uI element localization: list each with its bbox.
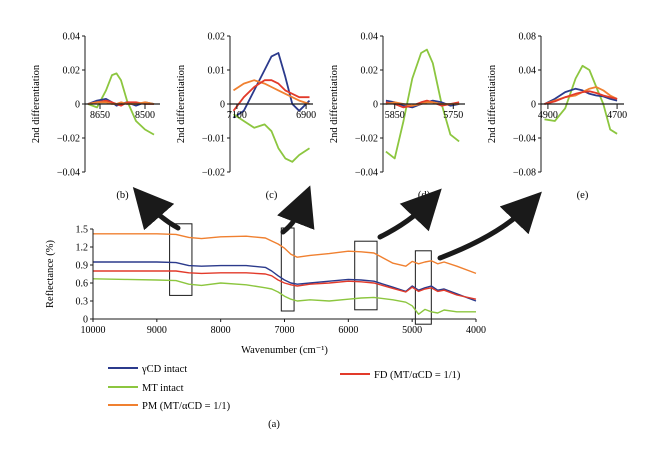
legend-label-mt: MT intact [142,383,184,394]
x-tick-label: 7000 [275,325,295,336]
series-line-gammacd [233,52,311,119]
callout-arrow-b [132,186,181,231]
panel-label: (b) [116,190,129,201]
y-tick-label: 0 [531,100,536,111]
panel-label: (c) [266,190,278,201]
series-line-mt [233,113,310,163]
y-axis-label: 2nd differentiation [176,64,187,143]
y-axis-label: 2nd differentiation [329,64,340,143]
x-tick-label: 8500 [135,110,155,121]
x-axis-label: Wavenumber (cm⁻¹) [241,345,328,356]
legend-label-gammacd: γCD intact [141,364,187,375]
series-line-fd [544,90,618,105]
series-line-pm [87,101,155,105]
legend: γCD intact MT intact PM (MT/αCD = 1/1) F… [108,364,461,412]
y-tick-label: −0.04 [513,134,536,145]
y-tick-label: 0 [373,100,378,111]
y-tick-label: 1.5 [76,225,89,236]
y-tick-label: 0.02 [208,32,226,43]
y-tick-label: −0.02 [202,168,225,179]
y-axis-label: 2nd differentiation [487,64,498,143]
panel-a: 0 0.3 0.6 0.9 1.2 1.5 10000 9000 8000 7000 6000 500… [45,223,486,356]
highlight-box [169,223,193,296]
x-tick-label: 6900 [296,110,316,121]
callout-arrows [132,185,542,261]
y-tick-label: 0.04 [63,32,81,43]
x-tick-label: 4700 [607,110,627,121]
x-tick-label: 5000 [402,325,422,336]
y-tick-label: 0.6 [76,279,89,290]
series-line-mt [92,278,476,315]
x-tick-label: 5750 [443,110,463,121]
y-tick-label: −0.04 [57,168,80,179]
callout-arrow-c [277,185,315,235]
y-tick-label: 0 [75,100,80,111]
legend-label-pm: PM (MT/αCD = 1/1) [142,401,231,412]
x-tick-label: 4900 [538,110,558,121]
series-line-mt [385,48,460,160]
x-tick-label: 7100 [227,110,247,121]
y-tick-label: 0.3 [76,297,89,308]
panel-label-a: (a) [268,419,280,430]
x-tick-label: 5850 [385,110,405,121]
y-tick-label: 0.02 [63,66,81,77]
y-tick-label: 0.02 [361,66,379,77]
y-tick-label: 0 [220,100,225,111]
y-axis-label: Reflectance (%) [45,240,56,308]
highlight-box [354,240,378,311]
x-tick-label: 8000 [211,325,231,336]
series-line-mt [544,64,618,135]
y-tick-label: −0.04 [355,168,378,179]
x-tick-label: 8650 [90,110,110,121]
callout-arrow-e [437,191,542,261]
y-tick-label: 0.04 [361,32,379,43]
series-line-fd [93,270,477,300]
y-tick-label: 0 [83,315,88,326]
legend-label-fd: FD (MT/αCD = 1/1) [374,370,461,381]
series-line-pm [93,233,477,275]
panel-e: 0.08 0.04 0 −0.04 −0.08 4900 4700 2nd different… [487,32,627,202]
series-line-gammacd [93,261,477,302]
panel-label: (d) [418,190,431,201]
x-tick-label: 10000 [81,325,106,336]
x-tick-label: 6000 [338,325,358,336]
panel-d: 0.04 0.02 0 −0.02 −0.04 5850 5750 2nd different… [329,32,465,201]
y-tick-label: 0.08 [519,32,537,43]
panel-b: 0.04 0.02 0 −0.02 −0.04 8650 8500 2nd different… [31,32,160,201]
y-tick-label: 1.2 [76,243,89,254]
series-line-pm [233,79,310,105]
y-tick-label: −0.08 [513,168,536,179]
x-tick-label: 4000 [466,325,486,336]
highlight-box [280,227,295,312]
y-tick-label: 0.04 [519,66,537,77]
y-tick-label: −0.01 [202,134,225,145]
y-tick-label: −0.02 [57,134,80,145]
series-line-fd [232,79,310,112]
y-tick-label: −0.02 [355,134,378,145]
y-axis-label: 2nd differentiation [31,64,42,143]
x-tick-label: 9000 [147,325,167,336]
y-tick-label: 0.9 [76,261,89,272]
panel-c: 0.02 0.01 0 −0.01 −0.02 7100 6900 2nd different… [176,32,316,202]
y-tick-label: 0.01 [208,66,226,77]
callout-arrow-d [377,188,442,240]
panel-label: (e) [577,190,589,201]
